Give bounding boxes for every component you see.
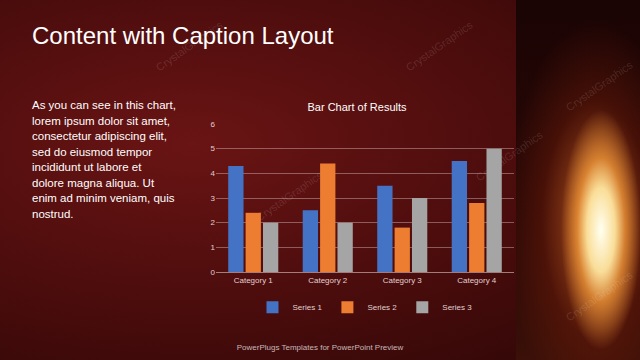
svg-text:0: 0 <box>211 268 216 277</box>
svg-text:Category 3: Category 3 <box>383 276 423 285</box>
svg-text:Bar Chart of Results: Bar Chart of Results <box>307 101 407 113</box>
svg-text:Series 3: Series 3 <box>442 303 472 312</box>
html-text:nostrud.: nostrud. <box>32 207 74 220</box>
html-text:sed do eiusmod tempor: sed do eiusmod tempor <box>32 145 153 158</box>
html-text:CrystalGraphics: CrystalGraphics <box>403 18 475 74</box>
svg-text:1: 1 <box>211 243 216 252</box>
html-text:incididunt ut labore et: incididunt ut labore et <box>32 161 142 173</box>
svg-text:Category 1: Category 1 <box>234 276 274 285</box>
svg-text:Category 2: Category 2 <box>308 276 348 285</box>
svg-text:4: 4 <box>211 169 216 178</box>
html-text:Content with Caption Layout: Content with Caption Layout <box>32 22 334 49</box>
html-text:dolore magna aliqua. Ut: dolore magna aliqua. Ut <box>32 176 155 189</box>
html-text:CrystalGraphics: CrystalGraphics <box>473 128 545 184</box>
svg-text:Category 4: Category 4 <box>457 276 497 285</box>
svg-text:Series 2: Series 2 <box>367 303 397 312</box>
html-text:CrystalGraphics: CrystalGraphics <box>253 168 325 224</box>
html-text:CrystalGraphics: CrystalGraphics <box>153 18 225 74</box>
html-text:As you can see in this chart,: As you can see in this chart, <box>32 99 176 111</box>
html-text:lorem ipsum dolor sit amet,: lorem ipsum dolor sit amet, <box>32 114 170 127</box>
svg-text:5: 5 <box>211 144 216 153</box>
svg-text:3: 3 <box>211 194 216 203</box>
html-text:CrystalGraphics: CrystalGraphics <box>563 268 635 324</box>
html-text:enim ad minim veniam, quis: enim ad minim veniam, quis <box>32 192 175 204</box>
svg-text:Series 1: Series 1 <box>293 303 323 312</box>
html-text:CrystalGraphics: CrystalGraphics <box>563 58 635 114</box>
svg-text:2: 2 <box>211 218 216 227</box>
html-text:PowerPlugs Templates for Power: PowerPlugs Templates for PowerPoint Prev… <box>236 343 404 352</box>
html-text:consectetur adipiscing elit,: consectetur adipiscing elit, <box>32 130 167 142</box>
svg-text:6: 6 <box>211 120 216 129</box>
